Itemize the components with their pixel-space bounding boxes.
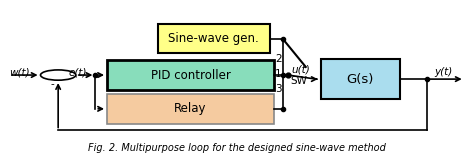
Text: G(s): G(s) — [346, 73, 374, 86]
Text: e(t): e(t) — [69, 67, 87, 77]
FancyBboxPatch shape — [320, 59, 400, 99]
Text: 3: 3 — [275, 84, 282, 93]
Text: 2: 2 — [275, 54, 282, 64]
Text: -: - — [50, 80, 54, 90]
Text: SW: SW — [290, 76, 307, 86]
Circle shape — [40, 70, 76, 80]
FancyBboxPatch shape — [107, 94, 274, 124]
Text: Sine-wave gen.: Sine-wave gen. — [168, 32, 259, 45]
FancyBboxPatch shape — [107, 60, 274, 90]
Text: Fig. 2. Multipurpose loop for the designed sine-wave method: Fig. 2. Multipurpose loop for the design… — [88, 143, 386, 153]
Text: 1: 1 — [275, 69, 282, 79]
Text: y(t): y(t) — [434, 67, 453, 77]
FancyBboxPatch shape — [158, 24, 270, 53]
Text: PID controller: PID controller — [151, 69, 230, 82]
Text: u(t): u(t) — [292, 65, 310, 75]
Text: w(t): w(t) — [9, 67, 30, 77]
Text: Relay: Relay — [174, 102, 207, 115]
